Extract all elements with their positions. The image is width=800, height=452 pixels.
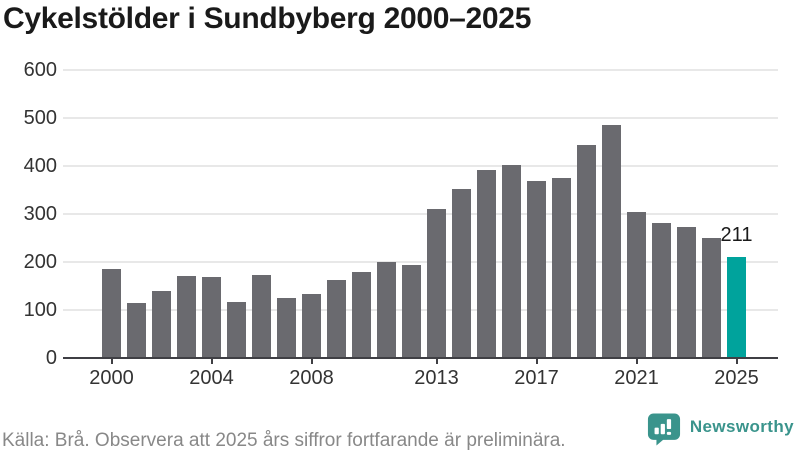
bar — [152, 290, 171, 358]
x-axis-tick-label: 2000 — [89, 367, 134, 389]
newsworthy-logo: Newsworthy — [647, 412, 794, 446]
bar — [527, 180, 546, 358]
x-axis-tick — [210, 358, 213, 364]
y-gridline — [63, 69, 778, 71]
bar — [477, 170, 496, 358]
chart-title: Cykelstölder i Sundbyberg 2000–2025 — [3, 2, 532, 35]
y-axis-tick-label: 100 — [23, 299, 57, 321]
source-note: Källa: Brå. Observera att 2025 års siffr… — [2, 430, 566, 451]
y-gridline — [63, 165, 778, 167]
y-gridline — [63, 117, 778, 119]
x-axis-line — [63, 356, 778, 359]
bar-highlighted — [727, 256, 746, 358]
x-axis-tick-label: 2017 — [514, 367, 559, 389]
bar — [702, 238, 721, 358]
bar-chart-plot-area: 0 100 200 300 400 500 600 2000 2004 2008 2013 2017 2… — [23, 59, 778, 389]
newsworthy-speech-bubble-chart-icon — [647, 412, 681, 446]
bar — [602, 124, 621, 358]
x-axis-tick-label: 2013 — [414, 367, 459, 389]
bar — [577, 145, 596, 358]
x-axis-tick — [110, 358, 113, 364]
y-gridline — [63, 213, 778, 215]
bar — [652, 222, 671, 358]
bar — [177, 276, 196, 358]
x-axis-tick-label: 2025 — [714, 367, 759, 389]
x-axis-tick — [635, 358, 638, 364]
bar — [627, 212, 646, 358]
y-axis-tick-label: 200 — [23, 251, 57, 273]
bar — [502, 164, 521, 358]
bar — [402, 265, 421, 358]
y-axis-tick-label: 0 — [45, 347, 57, 369]
bar — [202, 277, 221, 358]
x-axis-tick — [435, 358, 438, 364]
bar — [102, 268, 121, 358]
x-axis-tick-label: 2008 — [289, 367, 334, 389]
bar — [227, 301, 246, 358]
bar — [327, 280, 346, 358]
bar — [552, 178, 571, 358]
x-axis-tick-label: 2021 — [614, 367, 659, 389]
bar — [677, 227, 696, 358]
y-axis-tick-label: 300 — [23, 203, 57, 225]
bar — [427, 209, 446, 358]
newsworthy-wordmark: Newsworthy — [689, 417, 794, 436]
y-axis-tick-label: 500 — [23, 107, 57, 129]
x-axis-tick — [310, 358, 313, 364]
bar — [352, 271, 371, 358]
highlight-value-label: 211 — [720, 223, 753, 246]
bar — [252, 275, 271, 358]
y-gridline — [63, 261, 778, 263]
x-axis-tick — [735, 358, 738, 364]
y-axis-tick-label: 400 — [23, 155, 57, 177]
bar — [452, 188, 471, 358]
x-axis-tick-label: 2004 — [189, 367, 234, 389]
bar — [377, 262, 396, 358]
bar — [277, 298, 296, 358]
x-axis-tick — [535, 358, 538, 364]
y-axis-tick-label: 600 — [23, 59, 57, 81]
bar — [127, 302, 146, 358]
bar — [302, 294, 321, 358]
